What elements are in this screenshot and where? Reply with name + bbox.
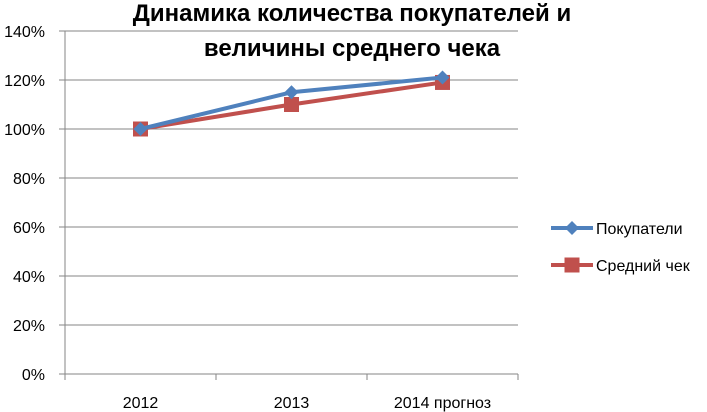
data-point-marker: [284, 85, 299, 100]
y-tick-label: 140%: [4, 24, 45, 41]
chart-title-line-2: величины среднего чека: [204, 35, 501, 62]
legend-label: Покупатели: [596, 221, 683, 238]
y-tick-label: 120%: [4, 73, 45, 90]
y-tick-label: 80%: [13, 171, 45, 188]
y-tick-label: 40%: [13, 269, 45, 286]
y-tick-label: 0%: [22, 367, 45, 384]
legend-item: Средний чек: [551, 257, 691, 275]
x-tick-labels: 2012 2013 2014 прогноз: [64, 374, 519, 412]
series-pokupateli: [133, 70, 450, 136]
y-tick-label: 60%: [13, 220, 45, 237]
x-tick-label: 2014 прогноз: [394, 395, 491, 412]
chart-title: Динамика количества покупателей и величи…: [133, 0, 571, 62]
data-point-marker: [565, 221, 579, 235]
series-group: [133, 70, 450, 137]
data-point-marker: [435, 70, 450, 85]
y-tick-label: 20%: [13, 318, 45, 335]
x-tick-label: 2013: [274, 395, 310, 412]
series-sredniy-chek: [133, 74, 450, 137]
legend: Покупатели Средний чек: [551, 221, 691, 275]
data-point-marker: [284, 97, 299, 112]
y-tick-labels: 0% 20% 40% 60% 80% 100% 120% 140%: [4, 24, 65, 384]
y-tick-label: 100%: [4, 122, 45, 139]
axes: [64, 31, 518, 375]
legend-label: Средний чек: [596, 258, 691, 275]
legend-item: Покупатели: [551, 221, 683, 238]
x-tick-label: 2012: [123, 395, 159, 412]
data-point-marker: [133, 122, 148, 136]
data-point-marker: [564, 257, 580, 273]
gridlines: [65, 30, 518, 326]
chart-title-line-1: Динамика количества покупателей и: [133, 0, 571, 27]
